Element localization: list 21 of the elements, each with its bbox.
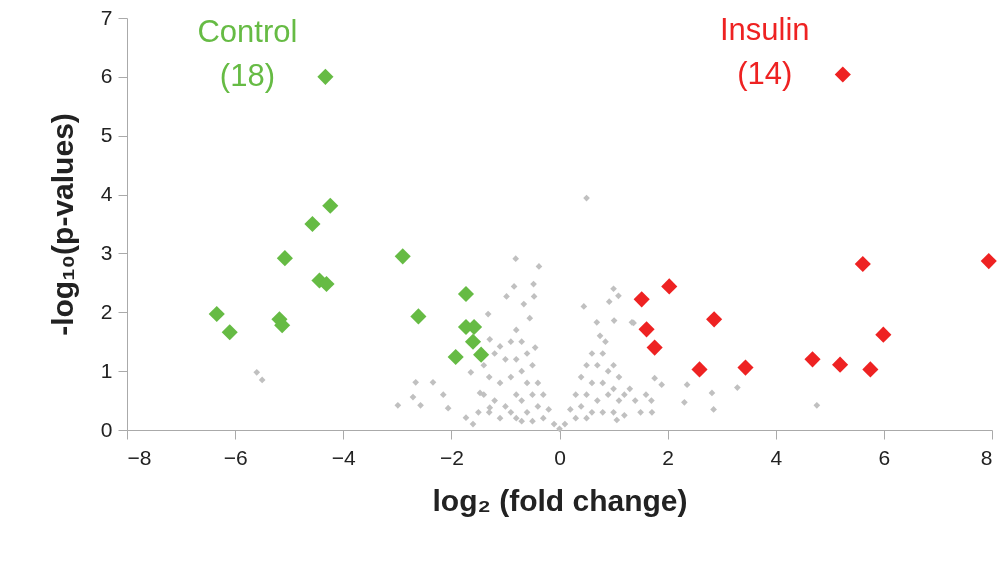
y-tick-label: 7 [100, 5, 113, 29]
x-tick-label: −6 [223, 445, 248, 469]
x-tick-label: −8 [127, 445, 152, 469]
y-tick-label: 3 [100, 240, 113, 264]
y-tick-label: 1 [100, 358, 113, 382]
series-label: Control (18) [197, 13, 298, 93]
x-axis-title: log₂ (fold change) [432, 483, 688, 517]
x-tick-label: 4 [770, 445, 783, 469]
y-axis-title: -log₁₀(p-values) [45, 113, 79, 336]
y-tick-label: 6 [100, 64, 113, 88]
series-label: Insulin (14) [719, 11, 810, 91]
y-tick-label: 0 [100, 417, 113, 441]
y-tick-label: 2 [100, 299, 113, 323]
x-tick-label: 0 [554, 445, 566, 469]
x-tick-label: 6 [878, 445, 891, 469]
x-tick-label: 2 [662, 445, 674, 469]
x-tick-label: −4 [331, 445, 357, 469]
x-tick-label: 8 [980, 445, 993, 469]
y-tick-label: 5 [100, 123, 113, 147]
x-tick-label: −2 [439, 445, 464, 469]
y-tick-label: 4 [100, 182, 113, 206]
